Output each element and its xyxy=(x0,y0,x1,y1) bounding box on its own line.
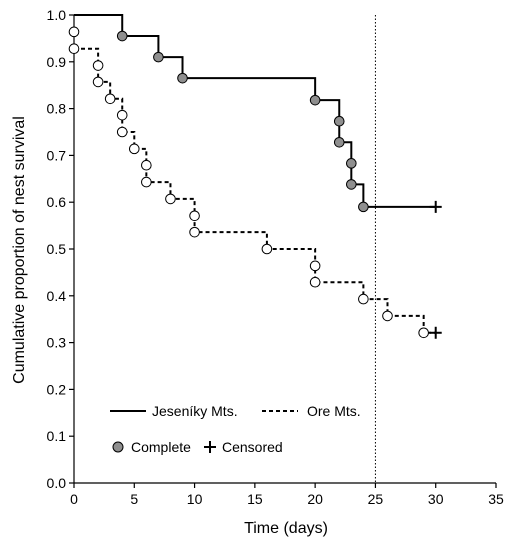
series-ore-complete-point xyxy=(309,276,321,288)
series-ore-complete-point xyxy=(141,159,152,171)
series-layer xyxy=(68,14,442,339)
series-ore-complete-point xyxy=(128,143,140,155)
series-jeseniky-complete-point xyxy=(333,115,345,127)
y-tick-label: 0.9 xyxy=(47,54,67,70)
legend: Jeseníky Mts. Ore Mts. Complete Censored xyxy=(110,403,361,455)
x-tick-label: 35 xyxy=(488,491,504,507)
y-tick-label: 1.0 xyxy=(47,7,67,23)
legend-complete-label: Complete xyxy=(131,439,191,455)
series-ore-complete-point xyxy=(261,243,273,255)
series-ore-complete-point xyxy=(68,26,80,38)
y-tick-label: 0.4 xyxy=(47,288,67,304)
series-ore-complete-point xyxy=(358,293,369,305)
series-jeseniky-complete-point xyxy=(309,94,321,106)
series-ore-complete-point xyxy=(68,43,80,54)
series-ore-complete-point xyxy=(104,93,116,105)
y-axis-title: Cumulative proportion of nest survival xyxy=(11,116,28,384)
series-ore-complete-point xyxy=(141,176,152,188)
x-tick-label: 30 xyxy=(428,491,444,507)
x-tick-label: 25 xyxy=(368,491,384,507)
x-tick-label: 20 xyxy=(307,491,323,507)
x-tick-label: 10 xyxy=(187,491,203,507)
series-ore-complete-point xyxy=(165,193,176,205)
series-ore-complete-point xyxy=(92,60,104,71)
x-tick-label: 5 xyxy=(130,491,138,507)
series-ore-complete-point xyxy=(116,109,128,121)
legend-censored-label: Censored xyxy=(222,439,283,455)
legend-jeseniky-label: Jeseníky Mts. xyxy=(152,403,238,419)
y-tick-label: 0.1 xyxy=(47,428,67,444)
series-jeseniky-complete-point xyxy=(358,201,369,213)
series-ore-complete-point xyxy=(189,210,200,222)
series-ore-complete-point xyxy=(116,126,128,138)
y-tick-label: 0.5 xyxy=(47,241,67,257)
series-ore-complete-point xyxy=(189,226,200,238)
y-tick-label: 0.2 xyxy=(47,381,67,397)
series-jeseniky-complete-point xyxy=(153,51,164,63)
series-jeseniky-complete-point xyxy=(346,158,357,169)
y-tick-label: 0.7 xyxy=(47,147,67,163)
series-jeseniky-complete-point xyxy=(333,136,345,148)
y-tick-label: 0.0 xyxy=(47,475,67,491)
axes: 0 5 10 15 20 25 30 35 0.0 0.1 0.2 0.3 0.4 0.5 0.6 0.7 0.… xyxy=(47,7,504,507)
series-jeseniky-complete-point xyxy=(116,30,128,42)
legend-complete-marker xyxy=(112,441,124,453)
x-tick-label: 15 xyxy=(247,491,263,507)
y-tick-label: 0.6 xyxy=(47,194,67,210)
series-jeseniky-complete-point xyxy=(346,179,357,190)
series-ore-complete-point xyxy=(309,260,321,272)
series-jeseniky-complete-point xyxy=(177,72,188,84)
legend-ore-label: Ore Mts. xyxy=(307,403,361,419)
series-ore-line xyxy=(74,47,436,334)
x-axis-title: Time (days) xyxy=(244,520,328,537)
y-tick-label: 0.3 xyxy=(47,335,67,351)
series-jeseniky-line xyxy=(74,14,436,208)
y-tick-label: 0.8 xyxy=(47,101,67,117)
x-tick-label: 0 xyxy=(70,491,78,507)
series-ore-complete-point xyxy=(418,327,429,339)
series-ore-complete-point xyxy=(92,76,104,88)
series-ore-complete-point xyxy=(382,310,393,322)
